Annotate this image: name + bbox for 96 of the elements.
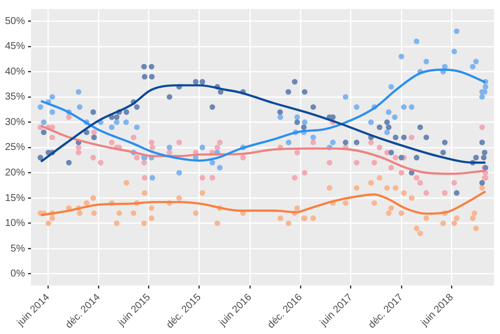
point bbox=[142, 175, 148, 181]
point bbox=[392, 154, 398, 160]
point bbox=[124, 109, 130, 115]
point bbox=[149, 74, 155, 80]
point bbox=[417, 124, 423, 130]
point bbox=[392, 134, 398, 140]
point bbox=[66, 114, 72, 120]
y-tick-label: 25% bbox=[5, 142, 26, 154]
point bbox=[479, 180, 485, 186]
point bbox=[148, 140, 154, 146]
point bbox=[90, 109, 96, 115]
point bbox=[76, 150, 82, 156]
point bbox=[414, 175, 420, 181]
point bbox=[417, 180, 423, 186]
point bbox=[240, 154, 246, 160]
point bbox=[210, 104, 216, 110]
point bbox=[302, 89, 308, 95]
point bbox=[388, 164, 394, 170]
point bbox=[148, 64, 154, 70]
point bbox=[423, 134, 430, 140]
point bbox=[50, 124, 56, 130]
point bbox=[414, 154, 420, 160]
point bbox=[440, 150, 446, 156]
point bbox=[480, 154, 487, 160]
point bbox=[91, 130, 97, 136]
point bbox=[442, 140, 448, 146]
y-tick-label: 45% bbox=[5, 41, 26, 52]
point bbox=[192, 78, 199, 85]
point bbox=[294, 119, 300, 126]
point bbox=[310, 104, 316, 110]
point bbox=[473, 154, 479, 160]
point bbox=[292, 175, 298, 181]
point bbox=[200, 78, 206, 85]
point bbox=[292, 78, 298, 85]
point bbox=[214, 144, 220, 150]
point bbox=[277, 109, 283, 115]
y-tick-label: 0% bbox=[10, 268, 26, 280]
point bbox=[130, 134, 136, 140]
point bbox=[398, 170, 404, 176]
point bbox=[454, 190, 460, 196]
point bbox=[91, 134, 97, 140]
point bbox=[90, 154, 96, 160]
point bbox=[342, 140, 348, 146]
point bbox=[326, 160, 332, 166]
point bbox=[310, 140, 316, 146]
point bbox=[384, 119, 390, 126]
point bbox=[166, 94, 172, 100]
y-tick-label: 40% bbox=[5, 66, 26, 78]
point bbox=[479, 124, 485, 130]
point bbox=[451, 180, 457, 186]
point bbox=[302, 170, 308, 176]
point bbox=[294, 150, 300, 156]
point bbox=[210, 175, 216, 181]
point bbox=[423, 190, 430, 196]
point bbox=[376, 124, 382, 130]
point bbox=[479, 140, 485, 146]
point bbox=[50, 134, 56, 140]
y-tick-label: 15% bbox=[5, 192, 26, 204]
point bbox=[76, 144, 82, 150]
point bbox=[108, 140, 115, 146]
point bbox=[376, 144, 382, 150]
point bbox=[354, 160, 360, 166]
point bbox=[141, 64, 147, 70]
y-tick-label: 35% bbox=[5, 92, 26, 103]
point bbox=[388, 150, 394, 156]
point bbox=[398, 154, 404, 160]
point bbox=[200, 175, 206, 181]
point bbox=[142, 74, 148, 80]
point bbox=[166, 150, 172, 156]
point bbox=[386, 124, 392, 130]
point bbox=[482, 150, 488, 156]
point bbox=[176, 140, 182, 146]
y-tick-label: 30% bbox=[5, 116, 26, 128]
point bbox=[134, 154, 140, 160]
y-tick-label: 5% bbox=[10, 243, 26, 254]
point bbox=[408, 170, 414, 176]
point bbox=[98, 160, 104, 166]
point bbox=[218, 89, 224, 95]
point bbox=[150, 144, 156, 150]
point bbox=[408, 134, 414, 140]
point bbox=[368, 140, 374, 146]
point bbox=[442, 190, 448, 196]
point bbox=[372, 160, 378, 166]
point bbox=[217, 140, 223, 146]
point bbox=[301, 124, 307, 130]
point bbox=[354, 140, 360, 146]
point bbox=[141, 160, 147, 166]
point bbox=[134, 104, 140, 110]
point bbox=[286, 89, 292, 95]
point bbox=[114, 114, 120, 120]
y-tick-label: 20% bbox=[5, 168, 26, 178]
y-tick-label: 50% bbox=[5, 16, 26, 27]
point bbox=[401, 134, 407, 140]
point bbox=[38, 154, 44, 160]
point bbox=[66, 160, 72, 166]
y-tick-label: 10% bbox=[5, 218, 26, 230]
